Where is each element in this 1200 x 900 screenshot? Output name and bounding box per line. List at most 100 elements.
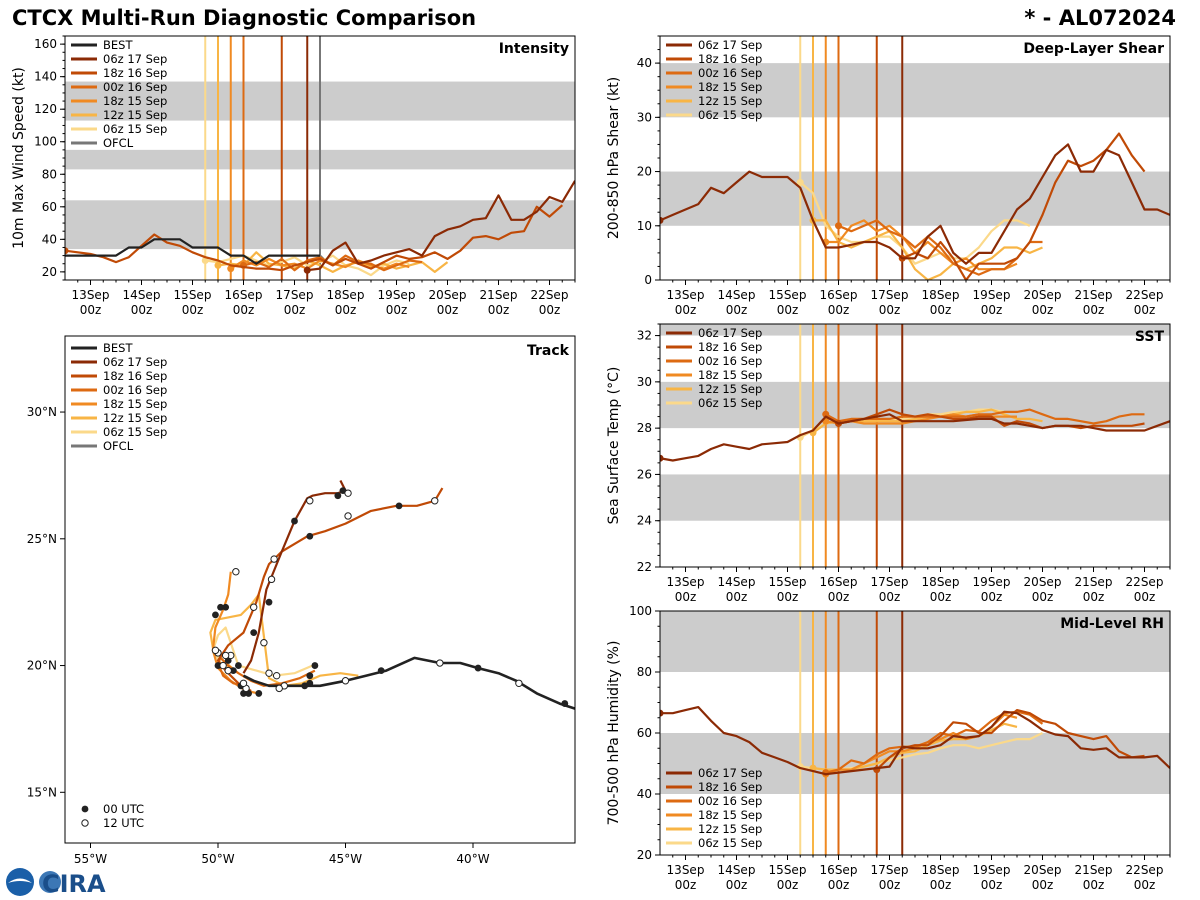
track-point-12utc	[275, 684, 283, 693]
legend-label: 18z 16 Sep	[698, 340, 762, 354]
legend-label: OFCL	[103, 439, 134, 453]
legend-label: 06z 17 Sep	[103, 355, 167, 369]
x-tick-label: 00z	[828, 878, 850, 892]
y-tick-label: 26	[637, 467, 652, 481]
threshold-band	[660, 733, 1170, 794]
panel-title: Deep-Layer Shear	[1023, 41, 1164, 57]
panel-title: Track	[527, 343, 570, 359]
rh-chart: 2040608010013Sep00z14Sep00z15Sep00z16Sep…	[606, 604, 1171, 892]
track-point-12utc	[436, 659, 444, 667]
x-tick-label: 00z	[131, 303, 153, 317]
init-marker	[660, 709, 664, 717]
x-tick-label: 00z	[675, 590, 697, 604]
x-tick-label: 00z	[930, 590, 952, 604]
y-tick-label: 10	[637, 219, 652, 233]
x-tick-label: 22Sep	[1126, 288, 1164, 302]
lon-tick-label: 50°W	[201, 852, 234, 866]
init-marker	[822, 410, 830, 418]
legend-label: 18z 15 Sep	[698, 80, 762, 94]
init-marker	[660, 216, 664, 224]
x-tick-label: 16Sep	[820, 288, 858, 302]
threshold-band	[660, 171, 1170, 226]
legend-label: 06z 17 Sep	[698, 766, 762, 780]
sst-chart: 22242628303213Sep00z14Sep00z15Sep00z16Se…	[606, 323, 1171, 604]
panel-title: SST	[1135, 329, 1165, 345]
x-tick-label: 17Sep	[276, 288, 314, 302]
x-tick-label: 21Sep	[1075, 575, 1113, 589]
track-point-00utc	[265, 598, 273, 606]
track-point-12utc	[344, 512, 352, 520]
x-tick-label: 00z	[981, 590, 1003, 604]
series-line	[799, 181, 1031, 265]
lat-tick-label: 25°N	[27, 532, 57, 546]
track-point-12utc	[219, 661, 227, 670]
x-tick-label: 00z	[1083, 590, 1105, 604]
x-tick-label: 00z	[1134, 303, 1156, 317]
x-tick-label: 00z	[335, 303, 357, 317]
shear-chart: 01020304013Sep00z14Sep00z15Sep00z16Sep00…	[606, 35, 1171, 317]
track-point-00utc	[395, 502, 403, 510]
x-tick-label: 18Sep	[922, 863, 960, 877]
page-title: CTCX Multi-Run Diagnostic Comparison	[12, 6, 477, 30]
x-tick-label: 18Sep	[922, 288, 960, 302]
legend-label: BEST	[103, 38, 133, 52]
noaa-gull-icon	[8, 878, 32, 883]
x-tick-label: 00z	[981, 878, 1003, 892]
x-tick-label: 00z	[981, 303, 1003, 317]
lat-tick-label: 20°N	[27, 659, 57, 673]
y-tick-label: 60	[637, 726, 652, 740]
legend-label: 12z 15 Sep	[698, 822, 762, 836]
track-point-00utc	[222, 603, 230, 611]
legend-label: 18z 15 Sep	[103, 397, 167, 411]
x-tick-label: 13Sep	[667, 863, 705, 877]
x-tick-label: 00z	[675, 303, 697, 317]
legend-label: BEST	[103, 341, 133, 355]
track-point-12utc	[224, 666, 232, 675]
track-point-00utc	[306, 532, 314, 540]
y-tick-label: 28	[637, 421, 652, 435]
x-tick-label: 19Sep	[973, 575, 1011, 589]
legend-label: 06z 17 Sep	[103, 52, 167, 66]
panel-title: Intensity	[499, 41, 569, 57]
y-tick-label: 140	[34, 70, 57, 84]
init-marker	[660, 454, 664, 462]
series-line	[65, 238, 320, 265]
x-tick-label: 00z	[726, 303, 748, 317]
x-tick-label: 00z	[1032, 590, 1054, 604]
track-point-00utc	[291, 517, 298, 525]
track-point-12utc	[260, 639, 268, 647]
x-tick-label: 00z	[879, 303, 901, 317]
x-tick-label: 20Sep	[1024, 575, 1062, 589]
x-tick-label: 18Sep	[327, 288, 365, 302]
track-point-00utc	[306, 679, 314, 687]
legend-label: 18z 15 Sep	[103, 94, 167, 108]
y-tick-label: 40	[637, 56, 652, 70]
threshold-band	[660, 324, 1170, 336]
track-map: 55°W 50°W 45°W 40°W 15°N 20°N 25°N 30°N Track BES…	[27, 335, 576, 866]
x-tick-label: 18Sep	[922, 575, 960, 589]
y-tick-label: 100	[34, 135, 57, 149]
track-point-12utc	[341, 677, 350, 685]
y-tick-label: 20	[637, 848, 652, 862]
x-tick-label: 15Sep	[769, 288, 807, 302]
x-tick-label: 19Sep	[973, 288, 1011, 302]
track-point-12utc	[344, 489, 352, 497]
x-tick-label: 14Sep	[718, 288, 756, 302]
y-tick-label: 120	[34, 102, 57, 116]
series-line	[307, 180, 575, 272]
track-point-00utc	[250, 629, 258, 636]
track-point-12utc	[267, 575, 276, 584]
x-tick-label: 00z	[182, 303, 204, 317]
cira-logo-text: CIRA	[42, 870, 106, 898]
legend-label: 18z 16 Sep	[698, 52, 762, 66]
x-tick-label: 00z	[930, 303, 952, 317]
x-tick-label: 00z	[726, 878, 748, 892]
legend-label: 00z 16 Sep	[698, 794, 762, 808]
y-tick-label: 22	[637, 560, 652, 574]
legend-label: 06z 15 Sep	[103, 122, 167, 136]
threshold-band	[660, 63, 1170, 118]
y-tick-label: 40	[42, 232, 57, 246]
track-point-12utc	[431, 497, 439, 505]
legend-label: 12z 15 Sep	[698, 94, 762, 108]
x-tick-label: 00z	[1083, 878, 1105, 892]
